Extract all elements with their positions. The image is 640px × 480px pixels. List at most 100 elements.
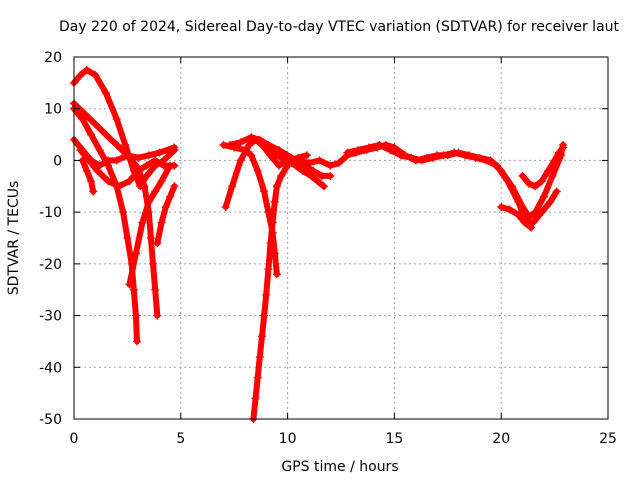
data-point <box>450 148 459 157</box>
series-sat-k <box>249 161 292 423</box>
data-point <box>548 171 557 180</box>
series-sat-o <box>343 140 561 227</box>
data-point <box>287 159 296 168</box>
data-point <box>375 140 384 149</box>
data-point <box>236 138 245 147</box>
series-line <box>226 134 334 179</box>
data-point <box>80 109 89 118</box>
data-point <box>112 140 121 149</box>
y-tick-label: -30 <box>39 309 62 325</box>
data-point <box>272 270 281 279</box>
x-tick-labels: 0 5 10 15 20 25 <box>70 431 617 447</box>
data-point <box>260 311 269 320</box>
data-point <box>247 151 256 160</box>
data-point <box>253 373 262 382</box>
series-line <box>71 105 140 345</box>
data-point <box>294 156 303 165</box>
axis-ticks <box>73 56 609 420</box>
y-tick-labels: 20 10 0 -10 -20 -30 -40 -50 <box>39 50 62 428</box>
data-point <box>166 192 175 201</box>
data-point <box>151 187 160 196</box>
data-point <box>125 280 134 289</box>
data-point <box>546 197 555 206</box>
series-line <box>79 157 97 195</box>
data-point <box>537 208 546 217</box>
data-point <box>354 146 363 155</box>
data-point <box>121 140 130 149</box>
data-point <box>313 177 322 186</box>
data-point <box>228 182 237 191</box>
y-tick-label: 0 <box>53 153 62 169</box>
data-point <box>277 171 286 180</box>
data-point <box>262 290 271 299</box>
series-sat-e <box>76 146 179 191</box>
data-point <box>236 156 245 165</box>
x-axis-title: GPS time / hours <box>281 459 398 475</box>
series-sat-q <box>518 143 568 191</box>
data-point <box>326 171 335 180</box>
data-point <box>114 182 123 191</box>
data-point <box>104 177 113 186</box>
data-point <box>428 153 437 162</box>
data-point <box>102 89 111 98</box>
data-point <box>552 187 561 196</box>
data-point <box>407 153 416 162</box>
data-point <box>559 143 568 152</box>
series-sat-f <box>78 156 98 196</box>
data-point <box>91 71 100 80</box>
data-point <box>151 156 160 165</box>
data-point <box>82 65 91 74</box>
series-sat-p <box>497 202 536 232</box>
data-point <box>89 187 98 196</box>
data-point <box>153 239 162 248</box>
data-point <box>149 259 158 268</box>
data-point <box>326 161 335 170</box>
data-point <box>343 148 352 157</box>
data-point <box>76 71 85 80</box>
data-point <box>170 143 179 152</box>
data-point <box>151 285 160 294</box>
data-point <box>134 166 143 175</box>
data-point <box>539 192 548 201</box>
data-point <box>93 166 102 175</box>
data-point <box>129 285 138 294</box>
data-point <box>266 146 275 155</box>
data-point <box>302 151 311 160</box>
data-point <box>471 153 480 162</box>
data-point <box>240 146 249 155</box>
data-point <box>140 182 149 191</box>
data-point <box>76 146 85 155</box>
data-point <box>275 161 284 170</box>
data-point <box>257 332 266 341</box>
data-point <box>439 151 448 160</box>
y-axis-title: SDTVAR / TECUs <box>6 181 22 296</box>
data-point <box>514 210 523 219</box>
y-tick-label: -10 <box>39 205 62 221</box>
data-point <box>304 159 313 168</box>
data-point <box>277 153 286 162</box>
y-tick-label: -50 <box>39 412 62 428</box>
data-point <box>161 202 170 211</box>
data-point <box>505 205 514 214</box>
data-point <box>112 115 121 124</box>
data-point <box>514 197 523 206</box>
x-tick-label: 15 <box>385 431 403 447</box>
data-point <box>364 143 373 152</box>
data-series <box>70 65 568 423</box>
series-line <box>250 162 291 422</box>
data-point <box>112 156 121 165</box>
y-tick-label: 20 <box>44 50 62 66</box>
data-point <box>497 202 506 211</box>
data-point <box>520 218 529 227</box>
data-point <box>87 177 96 186</box>
data-point <box>544 166 553 175</box>
plot-frame <box>73 56 609 420</box>
data-point <box>225 140 234 149</box>
data-point <box>264 140 273 149</box>
data-point <box>157 177 166 186</box>
grid <box>74 57 608 419</box>
chart-title: Day 220 of 2024, Sidereal Day-to-day VTE… <box>59 19 620 35</box>
data-point <box>529 218 538 227</box>
data-point <box>253 166 262 175</box>
